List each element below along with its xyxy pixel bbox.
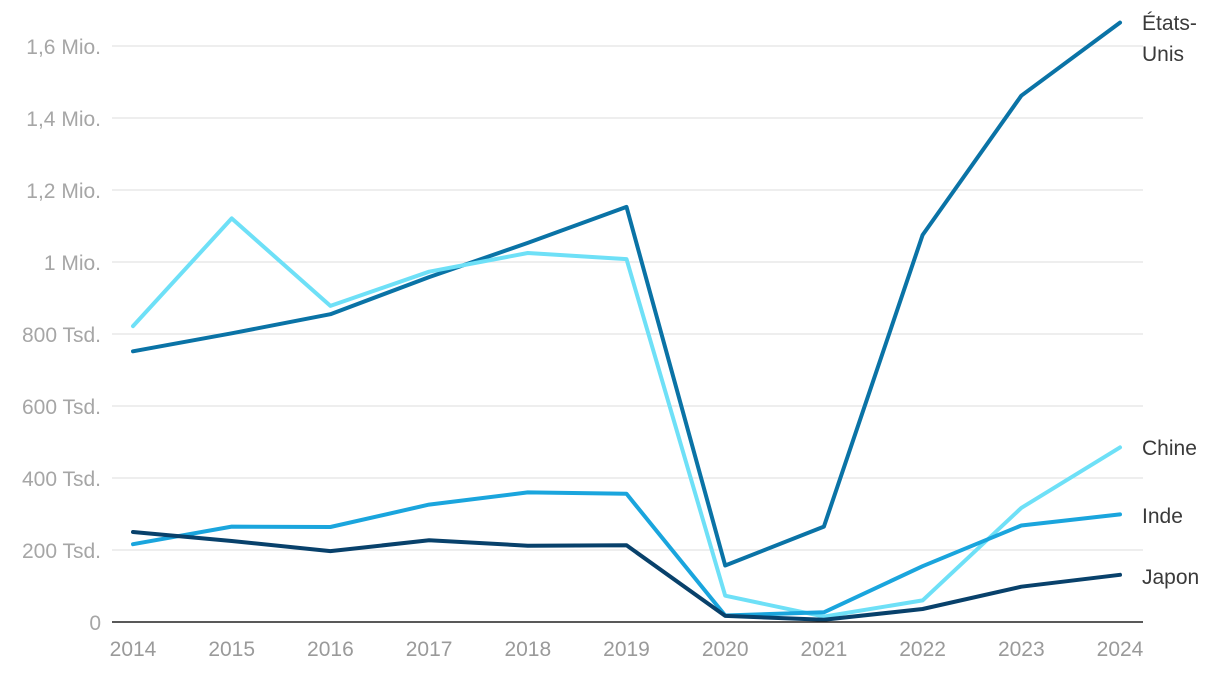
y-axis-tick-labels: 0 200 Tsd. 400 Tsd. 600 Tsd. 800 Tsd. 1 Mio. 1…	[22, 36, 101, 635]
x-tick-label: 2021	[801, 638, 848, 661]
series-labels: États-Unis Chine Inde Japon	[1142, 12, 1199, 589]
x-tick-label: 2018	[504, 638, 551, 661]
series-label: Chine	[1142, 437, 1197, 460]
y-tick-label: 1 Mio.	[44, 252, 101, 275]
x-tick-label: 2016	[307, 638, 354, 661]
gridlines	[112, 45, 1143, 551]
series-lines	[131, 20, 1122, 622]
y-tick-label: 1,2 Mio.	[26, 180, 101, 203]
x-tick-label: 2014	[110, 638, 157, 661]
y-tick-label: 0	[89, 612, 101, 635]
x-tick-label: 2015	[208, 638, 255, 661]
y-tick-label: 600 Tsd.	[22, 396, 101, 419]
y-tick-label: 800 Tsd.	[22, 324, 101, 347]
series-line-0	[131, 20, 1122, 568]
series-line-2	[131, 490, 1122, 618]
series-label: Japon	[1142, 566, 1199, 589]
x-tick-label: 2023	[998, 638, 1045, 661]
x-tick-label: 2024	[1097, 638, 1144, 661]
x-axis-tick-labels: 2014 2015 2016 2017 2018 2019 2020 2021 2022 2023…	[110, 638, 1144, 661]
x-tick-label: 2020	[702, 638, 749, 661]
x-tick-label: 2017	[406, 638, 453, 661]
series-label: États-Unis	[1142, 12, 1197, 66]
series-line-3	[131, 530, 1122, 622]
y-tick-label: 1,4 Mio.	[26, 108, 101, 131]
y-tick-label: 200 Tsd.	[22, 540, 101, 563]
x-tick-label: 2019	[603, 638, 650, 661]
series-label: Inde	[1142, 505, 1183, 528]
x-tick-label: 2022	[899, 638, 946, 661]
y-tick-label: 400 Tsd.	[22, 468, 101, 491]
series-line-1	[131, 216, 1122, 619]
y-tick-label: 1,6 Mio.	[26, 36, 101, 59]
